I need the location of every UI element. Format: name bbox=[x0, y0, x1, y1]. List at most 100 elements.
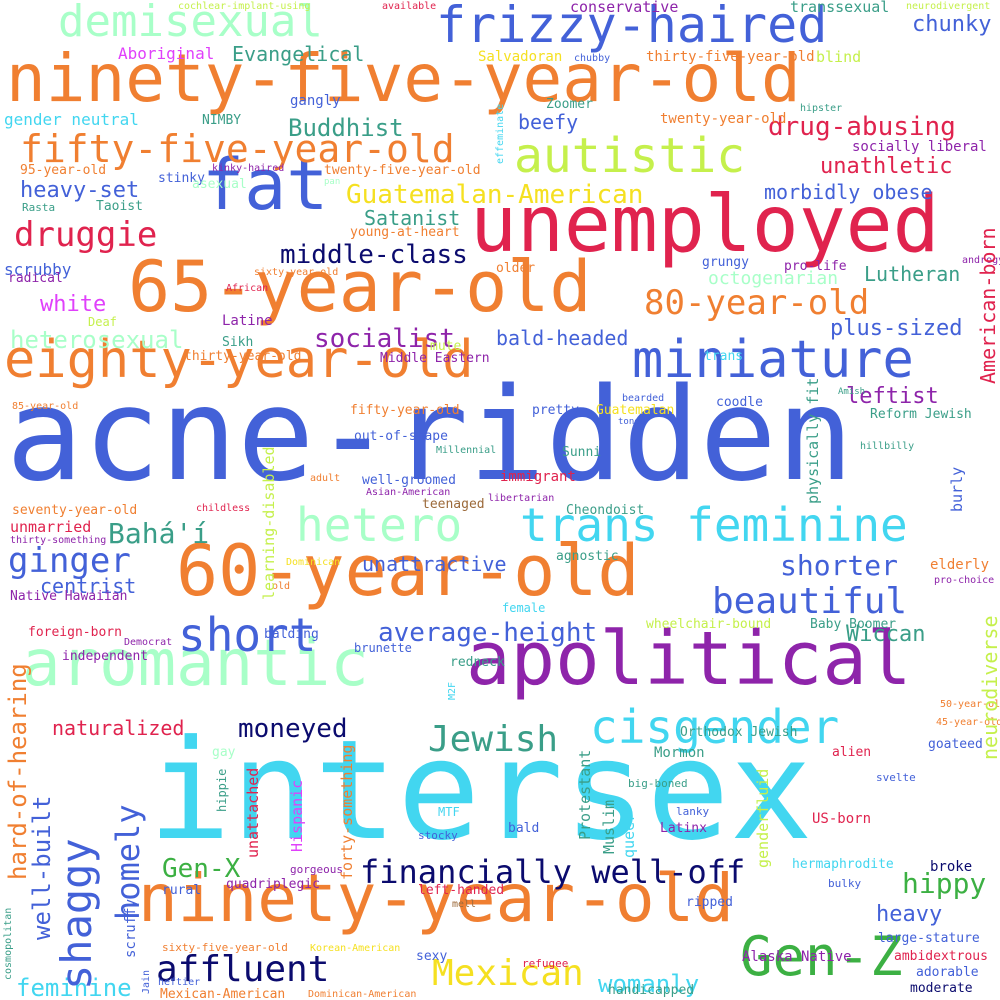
cloud-word: Amish bbox=[838, 387, 866, 397]
cloud-word: coodle bbox=[716, 395, 763, 410]
cloud-word: neurodiverse bbox=[978, 615, 1000, 761]
cloud-word: demisexual bbox=[58, 0, 323, 47]
cloud-word: asexual bbox=[192, 177, 247, 192]
cloud-word: M2F bbox=[447, 681, 458, 700]
cloud-word: frizzy-haired bbox=[436, 0, 828, 54]
cloud-word: Reform Jewish bbox=[870, 407, 972, 422]
cloud-word: neurodivergent bbox=[906, 1, 991, 12]
cloud-word: African bbox=[226, 283, 269, 294]
cloud-word: cosmopolitan bbox=[3, 907, 14, 980]
cloud-word: foreign-born bbox=[28, 625, 122, 640]
cloud-word: ninety-year-old bbox=[138, 860, 735, 937]
cloud-word: sixty-year-old bbox=[254, 267, 339, 278]
cloud-word: seventy-year-old bbox=[12, 503, 138, 518]
cloud-word: drug-abusing bbox=[768, 112, 956, 142]
cloud-word: forty-something bbox=[338, 744, 356, 880]
cloud-word: kinky-haired bbox=[212, 163, 285, 174]
cloud-word: acne-ridden bbox=[6, 361, 854, 510]
cloud-word: mell bbox=[452, 899, 477, 910]
cloud-word: chunky bbox=[912, 12, 992, 37]
cloud-word: shorter bbox=[780, 549, 899, 582]
cloud-word: short bbox=[178, 608, 317, 662]
cloud-word: wheelchair-bound bbox=[646, 617, 772, 632]
cloud-word: womanly bbox=[598, 970, 700, 998]
cloud-word: queer bbox=[620, 812, 638, 858]
cloud-word: handicapped bbox=[608, 983, 695, 998]
cloud-word: 95-year-old bbox=[20, 163, 107, 178]
cloud-word: unattached bbox=[244, 767, 262, 858]
cloud-word: stocky bbox=[418, 829, 458, 842]
cloud-word: pan bbox=[324, 177, 341, 187]
cloud-word: unathletic bbox=[820, 154, 953, 179]
cloud-word: eighty-year-old bbox=[4, 330, 474, 390]
cloud-word: gender neutral bbox=[4, 110, 139, 129]
cloud-word: Mexican bbox=[432, 953, 584, 994]
cloud-word: druggie bbox=[14, 215, 158, 255]
cloud-word: ginger bbox=[8, 541, 131, 581]
cloud-word: elderly bbox=[930, 557, 990, 573]
cloud-word: well-groomed bbox=[362, 473, 456, 488]
cloud-word: Gen-X bbox=[162, 854, 241, 884]
cloud-word: svelte bbox=[876, 771, 916, 784]
cloud-word: 45-year-old bbox=[936, 717, 1000, 728]
cloud-word: octogenarian bbox=[708, 268, 839, 289]
cloud-word: hippy bbox=[902, 867, 987, 900]
cloud-word: Asian-American bbox=[366, 487, 451, 498]
cloud-word: fat bbox=[202, 144, 329, 226]
cloud-word: brunette bbox=[354, 641, 412, 655]
cloud-word: fifty-five-year-old bbox=[20, 127, 455, 171]
cloud-word: hard-of-hearing bbox=[4, 663, 32, 880]
cloud-word: affluent bbox=[156, 949, 330, 990]
cloud-word: gangly bbox=[290, 93, 341, 109]
cloud-word: Gen-Z bbox=[740, 925, 903, 988]
cloud-word: trans feminine bbox=[520, 498, 908, 552]
cloud-word: Native Hawaiian bbox=[10, 589, 128, 604]
cloud-word: scruffy bbox=[123, 898, 139, 958]
cloud-word: radical bbox=[8, 271, 63, 286]
cloud-word: pro-life bbox=[784, 259, 847, 274]
cloud-word: Jain bbox=[141, 969, 152, 994]
cloud-word: Millennial bbox=[436, 445, 497, 456]
cloud-word: 80-year-old bbox=[644, 283, 870, 323]
cloud-word: transsexual bbox=[790, 0, 890, 16]
cloud-word: heftier bbox=[158, 977, 201, 988]
cloud-word: older bbox=[496, 261, 536, 276]
cloud-word: US-born bbox=[812, 811, 872, 827]
cloud-word: socialist bbox=[314, 324, 455, 354]
cloud-word: ripped bbox=[686, 895, 733, 910]
cloud-word: 65-year-old bbox=[128, 246, 592, 328]
cloud-word: pro-choice bbox=[934, 575, 995, 586]
cloud-word: unattractive bbox=[362, 552, 507, 576]
cloud-word: sexy bbox=[416, 949, 448, 964]
cloud-word: Jewish bbox=[428, 719, 559, 760]
cloud-word: centrist bbox=[40, 574, 137, 598]
cloud-word: Sunni bbox=[562, 445, 602, 460]
cloud-word: moderate bbox=[910, 981, 973, 996]
cloud-word: gorgeous bbox=[290, 863, 343, 876]
cloud-word: refugee bbox=[522, 957, 569, 970]
cloud-word: Satanist bbox=[364, 206, 461, 230]
cloud-word: pretty bbox=[532, 403, 579, 418]
cloud-word: leftist bbox=[846, 384, 939, 409]
cloud-word: libertarian bbox=[488, 493, 555, 504]
cloud-word: large-stature bbox=[878, 931, 980, 946]
cloud-word: lanky bbox=[676, 805, 710, 818]
cloud-word: goateed bbox=[928, 737, 983, 752]
cloud-word: adorable bbox=[916, 965, 979, 980]
cloud-word: mute bbox=[430, 339, 462, 354]
cloud-word: hipster bbox=[800, 103, 843, 114]
cloud-word: white bbox=[40, 292, 107, 317]
cloud-word: Salvadoran bbox=[478, 49, 563, 65]
cloud-word: childless bbox=[196, 503, 251, 514]
cloud-word: naturalized bbox=[52, 716, 185, 740]
cloud-word: bearded bbox=[622, 393, 665, 404]
cloud-word: morbidly obese bbox=[764, 180, 933, 204]
cloud-word: bulky bbox=[828, 877, 862, 890]
cloud-word: NIMBY bbox=[202, 113, 242, 128]
cloud-word: beautiful bbox=[712, 581, 908, 622]
cloud-word: 85-year-old bbox=[12, 401, 79, 412]
cloud-word: fifty-year-old bbox=[350, 403, 460, 418]
cloud-word: Mormon bbox=[654, 745, 705, 761]
cloud-word: hippie bbox=[215, 768, 229, 812]
cloud-word: independent bbox=[62, 649, 149, 664]
